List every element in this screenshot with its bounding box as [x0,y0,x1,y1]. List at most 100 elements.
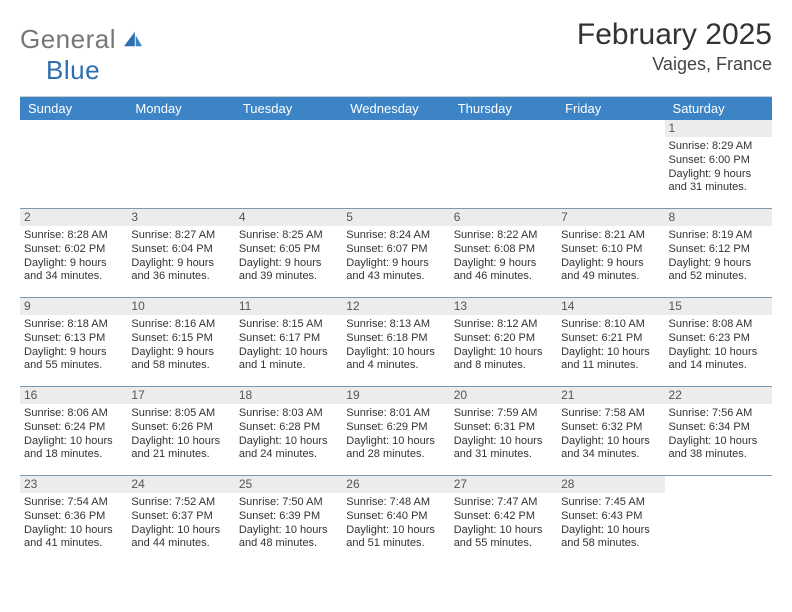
sunrise-text: Sunrise: 8:10 AM [561,318,660,332]
sunrise-text: Sunrise: 8:19 AM [669,229,768,243]
sunset-text: Sunset: 6:20 PM [454,332,553,346]
day-cell: 27Sunrise: 7:47 AMSunset: 6:42 PMDayligh… [450,476,557,564]
sunrise-text: Sunrise: 8:25 AM [239,229,338,243]
day-number: 22 [665,387,772,404]
daylight-text: Daylight: 9 hours and 36 minutes. [131,257,230,285]
sunrise-text: Sunrise: 8:06 AM [24,407,123,421]
weekday-header: Tuesday [235,97,342,120]
day-cell: 18Sunrise: 8:03 AMSunset: 6:28 PMDayligh… [235,387,342,475]
day-number: 18 [235,387,342,404]
logo-sail-icon [122,30,144,48]
day-number: 7 [557,209,664,226]
day-cell: 23 Sunrise: 7:54 AMSunset: 6:36 PMDayligh… [20,476,127,564]
daylight-text: Daylight: 10 hours and 55 minutes. [454,524,553,552]
weekday-header-row: SundayMondayTuesdayWednesdayThursdayFrid… [20,97,772,120]
day-cell: 8Sunrise: 8:19 AMSunset: 6:12 PMDaylight… [665,209,772,297]
day-number: 17 [127,387,234,404]
sunrise-text: Sunrise: 8:27 AM [131,229,230,243]
daylight-text: Daylight: 9 hours and 31 minutes. [669,168,768,196]
daylight-text: Daylight: 10 hours and 28 minutes. [346,435,445,463]
day-cell: 5Sunrise: 8:24 AMSunset: 6:07 PMDaylight… [342,209,449,297]
sunset-text: Sunset: 6:21 PM [561,332,660,346]
day-cell [557,120,664,208]
day-number: 5 [342,209,449,226]
day-number: 11 [235,298,342,315]
day-cell: 28Sunrise: 7:45 AMSunset: 6:43 PMDayligh… [557,476,664,564]
sunrise-text: Sunrise: 8:16 AM [131,318,230,332]
day-cell: 3Sunrise: 8:27 AMSunset: 6:04 PMDaylight… [127,209,234,297]
sunset-text: Sunset: 6:24 PM [24,421,123,435]
daylight-text: Daylight: 10 hours and 4 minutes. [346,346,445,374]
sunset-text: Sunset: 6:42 PM [454,510,553,524]
day-number: 15 [665,298,772,315]
weekday-header: Wednesday [342,97,449,120]
daylight-text: Daylight: 10 hours and 44 minutes. [131,524,230,552]
sunset-text: Sunset: 6:15 PM [131,332,230,346]
sunrise-text: Sunrise: 7:58 AM [561,407,660,421]
day-number: 19 [342,387,449,404]
day-number: 16 [20,387,127,404]
sunset-text: Sunset: 6:28 PM [239,421,338,435]
daylight-text: Daylight: 10 hours and 18 minutes. [24,435,123,463]
daylight-text: Daylight: 10 hours and 58 minutes. [561,524,660,552]
calendar: SundayMondayTuesdayWednesdayThursdayFrid… [20,97,772,564]
sunrise-text: Sunrise: 7:52 AM [131,496,230,510]
calendar-week: 23Sunrise: 7:54 AMSunset: 6:36 PMDayligh… [20,475,772,564]
day-cell: 16 Sunrise: 8:06 AMSunset: 6:24 PMDayligh… [20,387,127,475]
sunset-text: Sunset: 6:23 PM [669,332,768,346]
weekday-header: Friday [557,97,664,120]
sunrise-text: Sunrise: 7:48 AM [346,496,445,510]
sunrise-text: Sunrise: 7:45 AM [561,496,660,510]
sunrise-text: Sunrise: 7:47 AM [454,496,553,510]
day-cell: 4Sunrise: 8:25 AMSunset: 6:05 PMDaylight… [235,209,342,297]
day-cell: 6Sunrise: 8:22 AMSunset: 6:08 PMDaylight… [450,209,557,297]
calendar-week: 1Sunrise: 8:29 AMSunset: 6:00 PMDaylight… [20,120,772,208]
daylight-text: Daylight: 9 hours and 46 minutes. [454,257,553,285]
day-cell: 22Sunrise: 7:56 AMSunset: 6:34 PMDayligh… [665,387,772,475]
day-cell: 15Sunrise: 8:08 AMSunset: 6:23 PMDayligh… [665,298,772,386]
day-number: 10 [127,298,234,315]
sunset-text: Sunset: 6:37 PM [131,510,230,524]
daylight-text: Daylight: 9 hours and 34 minutes. [24,257,123,285]
day-cell [235,120,342,208]
sunset-text: Sunset: 6:13 PM [24,332,123,346]
sunrise-text: Sunrise: 7:54 AM [24,496,123,510]
sunrise-text: Sunrise: 8:24 AM [346,229,445,243]
sunset-text: Sunset: 6:31 PM [454,421,553,435]
sunrise-text: Sunrise: 7:50 AM [239,496,338,510]
sunrise-text: Sunrise: 8:29 AM [669,140,768,154]
sunset-text: Sunset: 6:32 PM [561,421,660,435]
calendar-week: 2Sunrise: 8:28 AMSunset: 6:02 PMDaylight… [20,208,772,297]
daylight-text: Daylight: 10 hours and 48 minutes. [239,524,338,552]
sunset-text: Sunset: 6:36 PM [24,510,123,524]
sunrise-text: Sunrise: 8:18 AM [24,318,123,332]
day-cell: 14Sunrise: 8:10 AMSunset: 6:21 PMDayligh… [557,298,664,386]
day-number: 28 [557,476,664,493]
daylight-text: Daylight: 9 hours and 49 minutes. [561,257,660,285]
sunrise-text: Sunrise: 8:08 AM [669,318,768,332]
day-number: 4 [235,209,342,226]
day-cell: 17Sunrise: 8:05 AMSunset: 6:26 PMDayligh… [127,387,234,475]
daylight-text: Daylight: 9 hours and 52 minutes. [669,257,768,285]
sunrise-text: Sunrise: 8:05 AM [131,407,230,421]
day-number: 3 [127,209,234,226]
daylight-text: Daylight: 9 hours and 58 minutes. [131,346,230,374]
day-number: 23 [20,476,127,493]
weekday-header: Monday [127,97,234,120]
day-number: 6 [450,209,557,226]
sunset-text: Sunset: 6:17 PM [239,332,338,346]
daylight-text: Daylight: 10 hours and 38 minutes. [669,435,768,463]
logo-word1: General [20,24,116,54]
daylight-text: Daylight: 9 hours and 55 minutes. [24,346,123,374]
daylight-text: Daylight: 10 hours and 41 minutes. [24,524,123,552]
logo-text: General Blue [20,24,144,86]
day-cell [20,120,127,208]
sunset-text: Sunset: 6:05 PM [239,243,338,257]
day-cell: 24Sunrise: 7:52 AMSunset: 6:37 PMDayligh… [127,476,234,564]
sunset-text: Sunset: 6:10 PM [561,243,660,257]
day-cell: 26Sunrise: 7:48 AMSunset: 6:40 PMDayligh… [342,476,449,564]
daylight-text: Daylight: 10 hours and 31 minutes. [454,435,553,463]
sunset-text: Sunset: 6:39 PM [239,510,338,524]
day-number: 8 [665,209,772,226]
day-number: 12 [342,298,449,315]
